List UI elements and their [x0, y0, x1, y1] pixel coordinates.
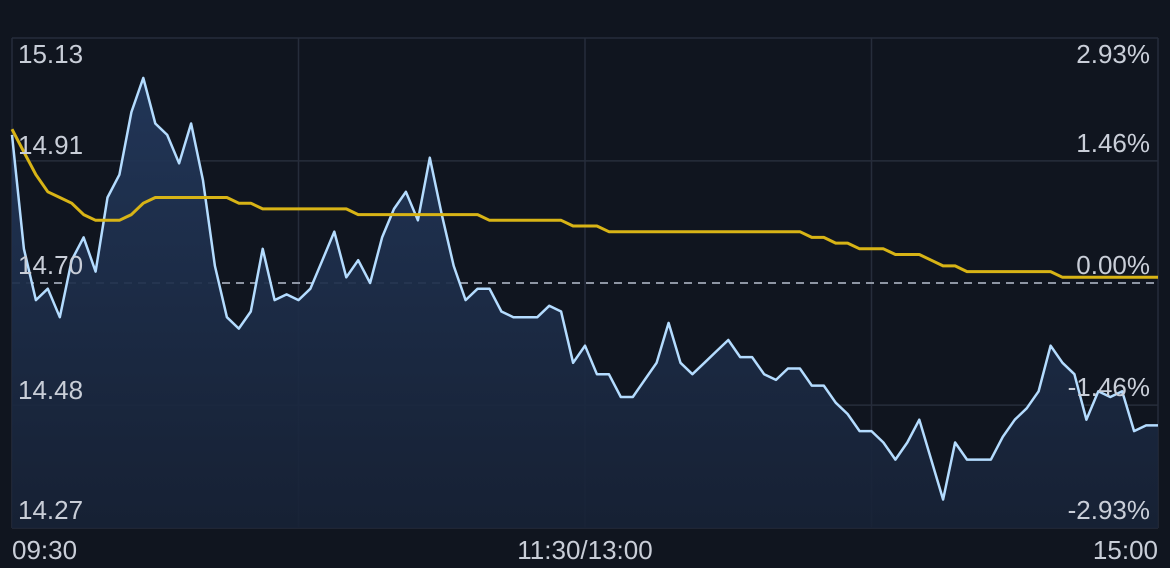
- y2-tick-label: 2.93%: [1076, 39, 1150, 69]
- y2-tick-label: -2.93%: [1068, 495, 1150, 525]
- y-tick-label: 14.48: [18, 375, 83, 405]
- y2-tick-label: -1.46%: [1068, 372, 1150, 402]
- line: [10, 76, 1158, 501]
- y-tick-label: 14.70: [18, 250, 83, 280]
- y2-tick-label: 1.46%: [1076, 128, 1150, 158]
- x-tick-label: 11:30/13:00: [517, 535, 652, 565]
- y-tick-label: 14.27: [18, 495, 83, 525]
- y2-tick-label: 0.00%: [1076, 250, 1150, 280]
- x-tick-label: 09:30: [12, 535, 77, 565]
- y-tick-label: 15.13: [18, 39, 83, 69]
- line: [10, 128, 1158, 279]
- x-tick-label: 15:00: [1093, 535, 1158, 565]
- area: [12, 77, 1158, 529]
- y-tick-label: 14.91: [18, 130, 83, 160]
